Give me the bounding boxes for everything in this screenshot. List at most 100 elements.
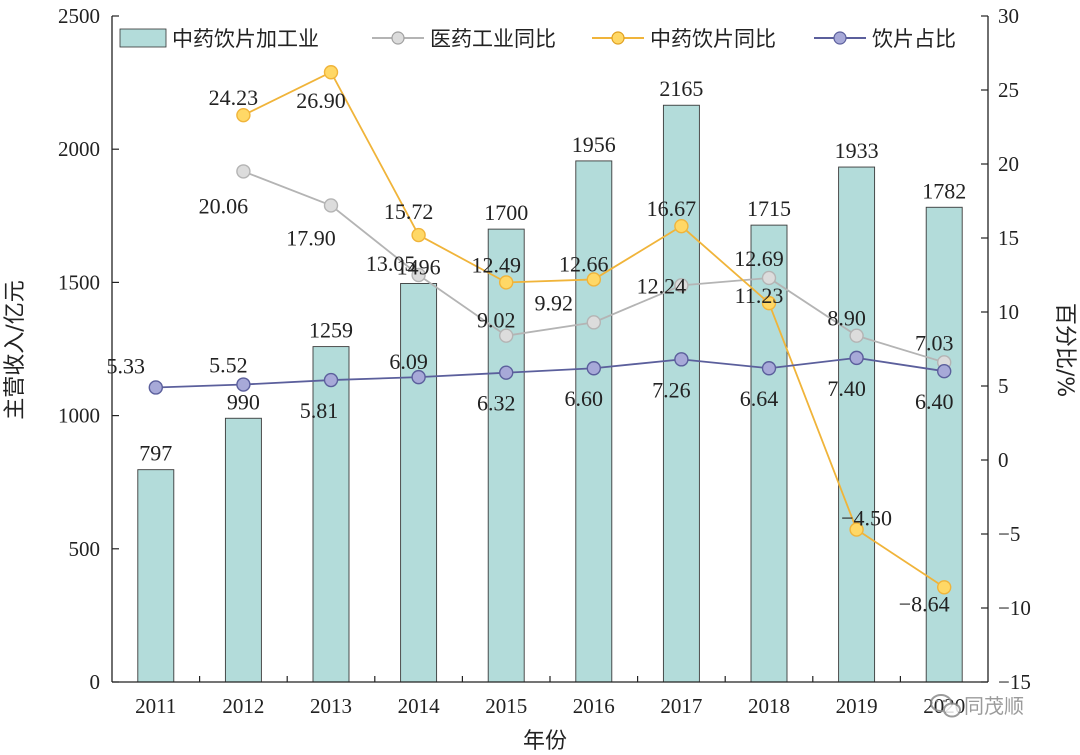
left-tick-label: 1500 — [58, 270, 100, 294]
series-point-1-2014 — [411, 227, 426, 243]
series-point-0-2012 — [236, 164, 251, 179]
point-value-label: 17.90 — [286, 225, 336, 250]
point-value-label: 6.09 — [389, 349, 428, 374]
right-tick-label: −10 — [998, 596, 1031, 620]
series-point-2-2011 — [148, 380, 164, 395]
axes: 0 500 1000 1500 2000 2500 −15 −10 −5 0 5 10 15 20 25 30… — [58, 4, 1031, 718]
point-value-label: −8.64 — [899, 591, 950, 616]
legend-marker-pharma — [391, 31, 405, 45]
right-tick-label: 0 — [998, 448, 1009, 472]
legend-marker-tcm — [611, 31, 625, 45]
left-tick-label: 2500 — [58, 4, 100, 28]
x-axis-title: 年份 — [523, 729, 567, 754]
legend-item-share: 饮片占比 — [814, 27, 956, 51]
point-value-label: 26.90 — [296, 88, 346, 113]
series-point-0-2018 — [761, 270, 777, 286]
series-point-1-2016 — [586, 272, 601, 287]
x-tick-label: 2013 — [310, 694, 352, 718]
bar-value-label: 990 — [227, 389, 260, 414]
right-axis-title: 百分比/% — [1052, 303, 1077, 397]
point-value-label: 12.24 — [637, 273, 687, 298]
legend-item-pharma: 医药工业同比 — [372, 27, 556, 51]
series-point-2-2016 — [586, 361, 601, 376]
legend-label-pharma: 医药工业同比 — [430, 27, 556, 51]
point-value-label: 7.03 — [915, 330, 954, 355]
series-point-2-2015 — [499, 365, 514, 380]
series-point-1-2020 — [937, 580, 952, 595]
point-value-label: 20.06 — [199, 193, 249, 218]
x-tick-label: 2015 — [485, 694, 527, 718]
legend-item-bar: 中药饮片加工业 — [119, 27, 319, 51]
bar-2015 — [487, 228, 525, 683]
watermark: 同茂顺 — [930, 694, 1024, 718]
point-value-label: −4.50 — [841, 506, 892, 531]
point-value-label: 5.81 — [300, 398, 339, 423]
series-point-2-2018 — [761, 361, 777, 376]
bar-value-label: 1496 — [397, 254, 441, 279]
legend-label-bar: 中药饮片加工业 — [172, 27, 319, 51]
right-tick-label: 5 — [998, 374, 1009, 398]
legend-marker-share — [833, 31, 847, 45]
x-tick-label: 2012 — [222, 694, 264, 718]
bar-value-label: 1715 — [747, 196, 791, 221]
x-tick-label: 2019 — [836, 694, 878, 718]
point-value-label: 8.90 — [827, 306, 866, 331]
bar-2019 — [838, 166, 876, 683]
point-value-label: 13.05 — [366, 251, 416, 276]
x-tick-label: 2017 — [660, 694, 702, 718]
right-tick-label: −5 — [998, 522, 1020, 546]
series-line-2 — [155, 356, 945, 389]
point-value-label: 12.49 — [471, 252, 521, 277]
series-point-2-2020 — [937, 364, 952, 379]
series-point-0-2019 — [849, 328, 864, 343]
legend-label-share: 饮片占比 — [872, 27, 956, 51]
bar-value-label: 1700 — [484, 200, 528, 225]
point-value-label: 7.26 — [652, 377, 691, 402]
left-tick-label: 1000 — [58, 404, 100, 428]
series-point-1-2015 — [499, 275, 514, 290]
bar-value-label: 1956 — [572, 132, 616, 157]
point-value-label: 24.23 — [209, 85, 259, 110]
series-point-0-2014 — [411, 267, 426, 283]
bar-2020 — [925, 206, 963, 683]
series-point-1-2017 — [674, 218, 689, 234]
bar-series — [137, 104, 963, 683]
x-tick-label: 2014 — [398, 694, 441, 718]
line-series-group — [148, 65, 952, 595]
bar-2012 — [224, 417, 262, 683]
right-tick-label: 15 — [998, 226, 1019, 250]
series-point-2-2017 — [674, 352, 689, 367]
wechat-icon — [930, 694, 961, 718]
point-value-label: 6.64 — [740, 386, 779, 411]
point-value-label: 16.67 — [647, 196, 697, 221]
right-tick-label: −15 — [998, 670, 1031, 694]
point-value-label: 9.92 — [535, 290, 574, 315]
point-value-label: 6.32 — [477, 391, 516, 416]
bar-value-label: 2165 — [659, 76, 703, 101]
point-value-label: 7.40 — [827, 376, 866, 401]
left-tick-label: 0 — [90, 670, 101, 694]
x-tick-label: 2011 — [135, 694, 176, 718]
series-point-1-2013 — [323, 65, 339, 80]
bar-2011 — [137, 469, 175, 683]
series-point-2-2014 — [411, 369, 426, 385]
bar-value-label: 1259 — [309, 318, 353, 343]
watermark-text: 同茂顺 — [964, 694, 1024, 718]
point-value-label: 5.33 — [107, 353, 146, 378]
series-point-0-2013 — [323, 198, 339, 213]
point-value-label: 6.60 — [565, 386, 604, 411]
bar-value-label: 797 — [139, 441, 172, 466]
point-value-label: 15.72 — [384, 199, 434, 224]
point-value-label: 12.69 — [734, 246, 784, 271]
series-point-2-2019 — [849, 350, 864, 366]
legend: 中药饮片加工业 医药工业同比 中药饮片同比 饮片占比 — [119, 27, 956, 51]
series-point-0-2016 — [586, 315, 601, 330]
right-tick-label: 20 — [998, 152, 1019, 176]
right-tick-label: 10 — [998, 300, 1019, 324]
x-tick-label: 2018 — [748, 694, 790, 718]
left-tick-label: 500 — [69, 537, 101, 561]
bar-2014 — [400, 283, 438, 683]
bar-2016 — [575, 160, 613, 683]
series-point-1-2012 — [236, 107, 251, 123]
series-point-1-2019 — [849, 522, 864, 537]
